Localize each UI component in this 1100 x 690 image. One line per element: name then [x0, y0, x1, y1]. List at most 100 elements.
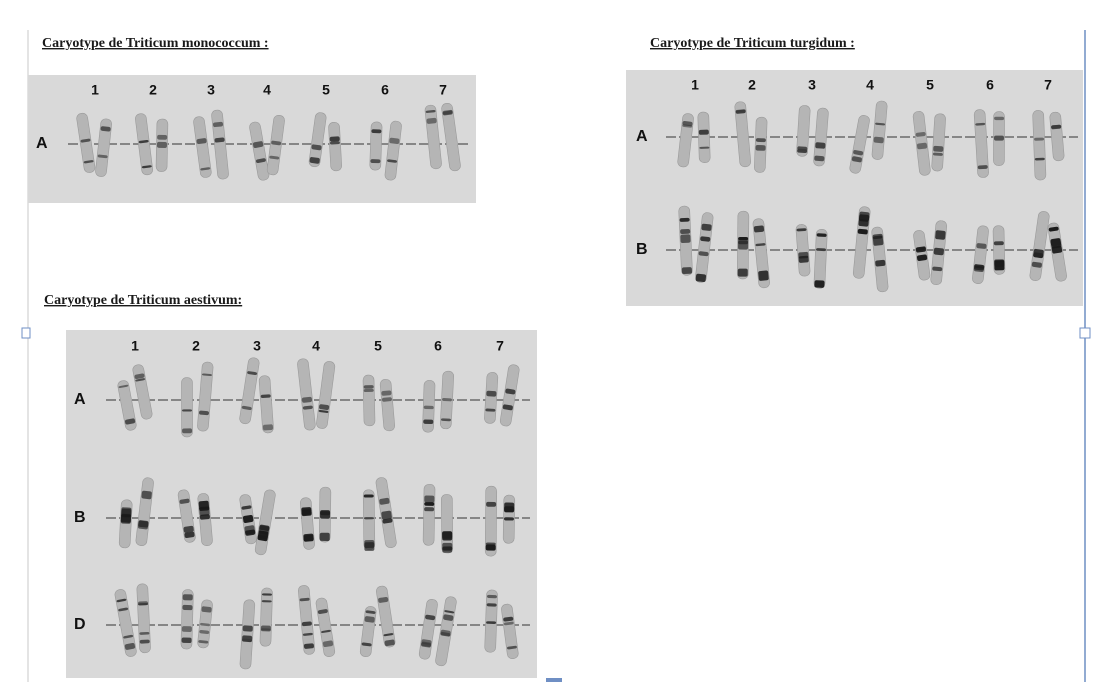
band [486, 621, 496, 624]
resize-handle[interactable] [1080, 328, 1090, 338]
band [873, 235, 884, 245]
band [1035, 158, 1045, 161]
band [974, 264, 985, 271]
band [139, 632, 149, 635]
chromatid [485, 590, 498, 653]
chromosome [328, 122, 342, 171]
band [426, 118, 436, 124]
band [934, 248, 945, 256]
band [756, 138, 766, 142]
column-number: 1 [691, 77, 699, 93]
column-number: 6 [381, 82, 389, 98]
chromosome [754, 117, 767, 173]
column-number: 5 [374, 338, 382, 354]
band [682, 267, 692, 274]
row-label: D [74, 616, 86, 633]
panel-title: Caryotype de Triticum aestivum: [44, 293, 242, 308]
band [182, 637, 192, 643]
band [121, 509, 131, 518]
band [486, 544, 496, 550]
chromosome [1033, 110, 1047, 180]
chromatid [260, 588, 273, 647]
band [487, 603, 497, 606]
band [262, 600, 272, 602]
chromosome [363, 490, 375, 551]
chromatid [1033, 110, 1047, 180]
band [442, 543, 452, 553]
resize-handle[interactable] [22, 328, 30, 338]
chromosome [737, 211, 749, 279]
chromosome [181, 589, 194, 649]
band [243, 515, 254, 524]
panel-title: Caryotype de Triticum monococcum : [42, 36, 269, 51]
band [423, 419, 433, 424]
column-number: 4 [263, 82, 271, 98]
band [301, 509, 311, 516]
band [320, 511, 330, 515]
band [258, 524, 269, 534]
band [755, 145, 765, 151]
band [994, 260, 1004, 270]
column-number: 3 [253, 338, 261, 354]
band [758, 270, 769, 281]
band [157, 142, 167, 148]
band [994, 136, 1004, 141]
chromosome [814, 229, 828, 288]
chromosome [370, 122, 383, 171]
band [182, 428, 192, 433]
band [199, 501, 210, 512]
chromosome [993, 226, 1005, 275]
band [304, 643, 314, 649]
band [815, 142, 825, 149]
row-label: B [636, 241, 648, 258]
chromatid [119, 500, 133, 549]
chromatid [698, 112, 711, 163]
band [182, 626, 192, 632]
band [442, 531, 452, 540]
band [364, 385, 374, 389]
chromatid [363, 375, 375, 426]
band [1034, 138, 1044, 141]
column-number: 4 [312, 338, 320, 354]
band [157, 135, 167, 140]
column-number: 3 [808, 77, 816, 93]
chromatid [754, 117, 767, 173]
band [141, 490, 152, 499]
column-number: 4 [866, 77, 874, 93]
band [320, 533, 330, 541]
column-number: 2 [149, 82, 157, 98]
band [798, 256, 808, 263]
band [364, 542, 374, 551]
column-number: 3 [207, 82, 215, 98]
band [389, 138, 400, 145]
band [994, 117, 1004, 120]
chromosome [503, 495, 515, 543]
chromosome [698, 112, 711, 163]
band [424, 406, 434, 410]
band [875, 260, 886, 267]
row-label: B [74, 509, 86, 526]
chromosome [485, 486, 497, 556]
band [244, 525, 255, 535]
band [935, 230, 946, 240]
chromosome [181, 378, 192, 437]
band [261, 625, 271, 630]
band [738, 237, 748, 240]
page: Caryotype de Triticum monococcum : 1 2 3 4 5 6… [0, 0, 1100, 690]
resize-handle[interactable] [546, 678, 562, 682]
chromatid [181, 378, 192, 437]
row-label: A [36, 135, 48, 152]
band [330, 141, 340, 144]
chromosome [993, 112, 1004, 166]
band [486, 502, 496, 507]
band [701, 223, 712, 231]
band [381, 390, 391, 396]
chromosome [319, 487, 331, 542]
band [487, 595, 497, 598]
band [138, 520, 149, 530]
band [738, 269, 748, 277]
column-number: 7 [496, 338, 504, 354]
chromosome [423, 484, 435, 545]
chromatid [423, 484, 435, 545]
